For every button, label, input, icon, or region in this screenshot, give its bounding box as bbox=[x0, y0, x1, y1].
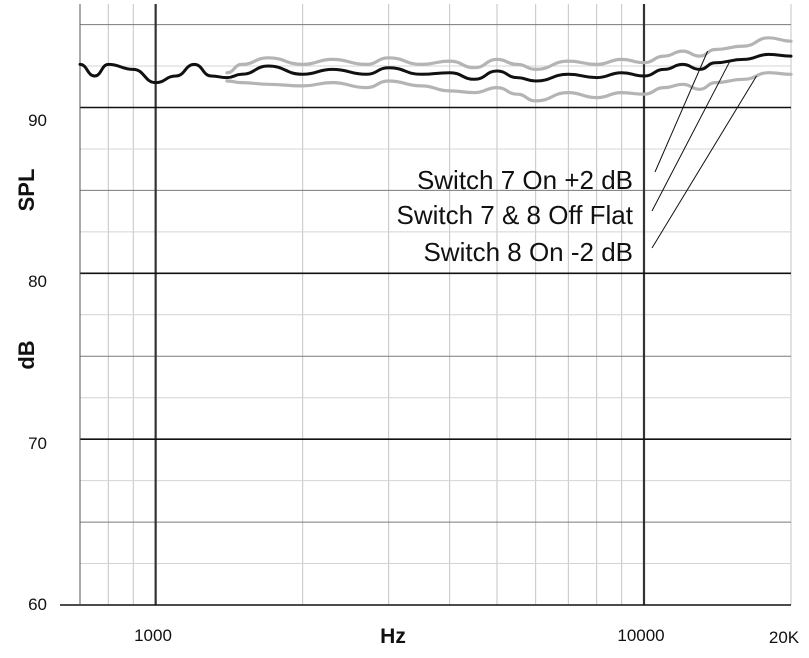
annotation-pointer-1 bbox=[651, 60, 731, 212]
y-tick-label-90: 90 bbox=[28, 111, 47, 130]
x-tick-label-20k: 20K bbox=[769, 628, 800, 647]
series-line-0 bbox=[225, 36, 793, 75]
annotation-flat: Switch 7 & 8 Off Flat bbox=[396, 200, 633, 230]
series-layer bbox=[78, 36, 793, 103]
grid-major-lines bbox=[60, 4, 791, 606]
annotation-pointer-2 bbox=[651, 75, 757, 249]
x-tick-label-10000: 10000 bbox=[617, 626, 664, 645]
legend-annotations: Switch 7 On +2 dB Switch 7 & 8 Off Flat … bbox=[396, 165, 633, 267]
annotation-switch-8-on: Switch 8 On -2 dB bbox=[423, 237, 633, 267]
y-tick-label-60: 60 bbox=[28, 595, 47, 614]
y-axis-title-spl: SPL bbox=[14, 169, 39, 212]
y-tick-label-80: 80 bbox=[28, 272, 47, 291]
y-tick-label-70: 70 bbox=[28, 434, 47, 453]
x-axis-tick-labels: 1000 10000 20K bbox=[134, 626, 800, 647]
x-tick-label-1000: 1000 bbox=[134, 626, 172, 645]
series-line-1 bbox=[78, 52, 793, 85]
y-axis-title-db: dB bbox=[14, 340, 39, 369]
y-axis-tick-labels: 90 80 70 60 bbox=[28, 111, 47, 614]
annotation-pointers bbox=[651, 50, 757, 249]
annotation-switch-7-on: Switch 7 On +2 dB bbox=[417, 165, 633, 195]
grid-minor-lines bbox=[79, 4, 792, 605]
series-line-2 bbox=[225, 71, 793, 103]
x-axis-title: Hz bbox=[380, 625, 406, 648]
annotation-pointer-0 bbox=[654, 50, 709, 173]
